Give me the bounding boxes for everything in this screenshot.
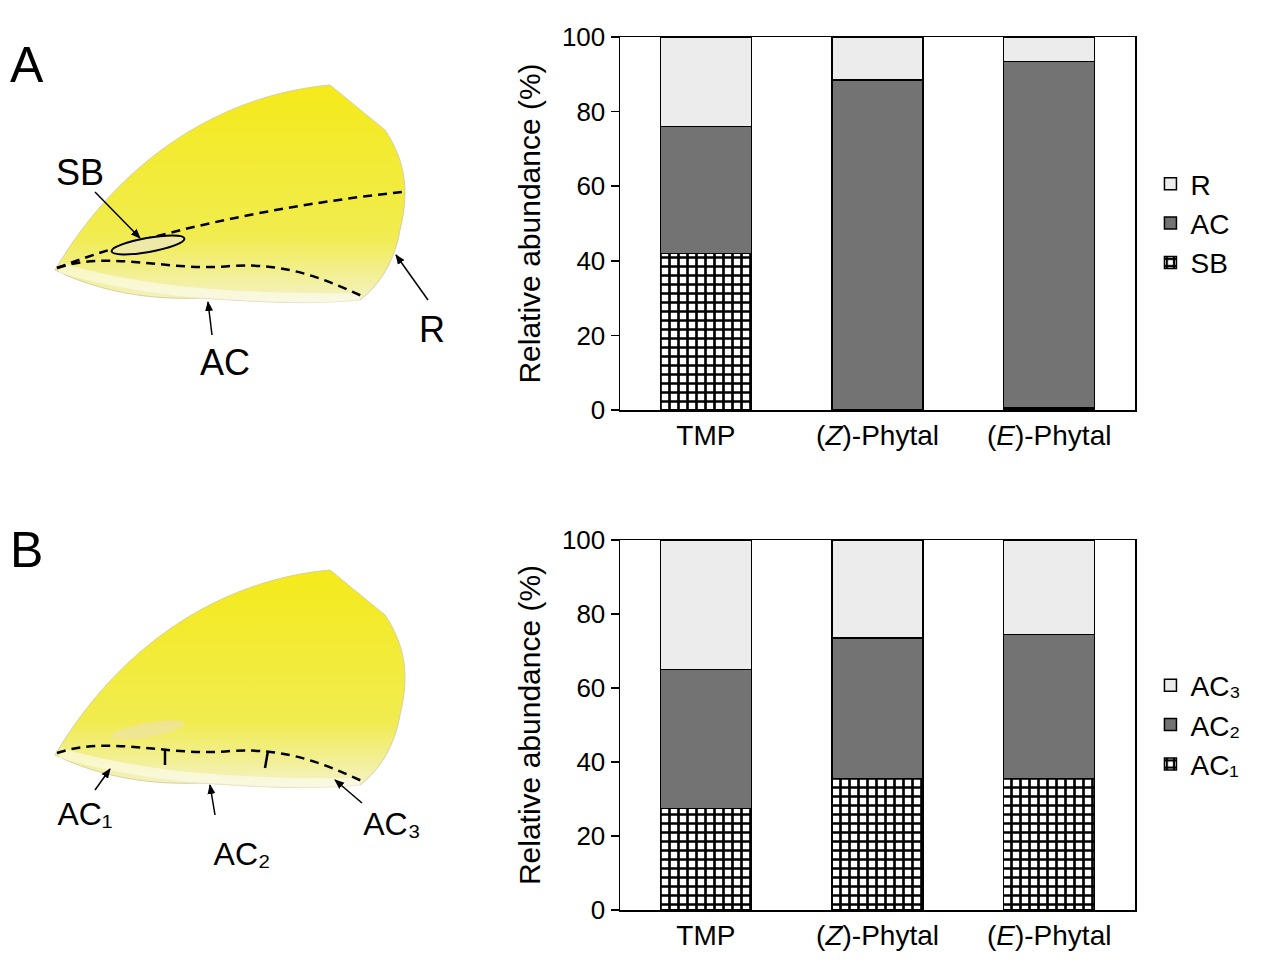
svg-text:80: 80 xyxy=(576,599,605,629)
svg-text:AC₁: AC₁ xyxy=(1190,750,1238,781)
svg-text:Relative abundance (%): Relative abundance (%) xyxy=(513,63,546,383)
svg-text:(Z)-Phytal: (Z)-Phytal xyxy=(816,920,939,951)
svg-text:AC₃: AC₃ xyxy=(363,806,420,842)
svg-text:100: 100 xyxy=(562,525,605,555)
svg-text:AC₂: AC₂ xyxy=(1190,711,1240,742)
svg-text:60: 60 xyxy=(576,171,605,201)
svg-text:20: 20 xyxy=(576,821,605,851)
svg-text:0: 0 xyxy=(591,395,605,425)
svg-text:60: 60 xyxy=(576,673,605,703)
svg-text:B: B xyxy=(10,522,43,578)
svg-text:R: R xyxy=(419,309,445,350)
svg-text:(E)-Phytal: (E)-Phytal xyxy=(987,920,1111,951)
svg-text:AC₃: AC₃ xyxy=(1190,671,1240,702)
svg-text:AC₁: AC₁ xyxy=(57,796,112,832)
svg-text:40: 40 xyxy=(576,246,605,276)
svg-text:AC: AC xyxy=(200,342,250,383)
svg-text:20: 20 xyxy=(576,321,605,351)
svg-text:AC₂: AC₂ xyxy=(214,836,271,872)
svg-text:80: 80 xyxy=(576,97,605,127)
svg-text:A: A xyxy=(10,37,44,93)
svg-text:0: 0 xyxy=(591,895,605,925)
svg-text:(E)-Phytal: (E)-Phytal xyxy=(987,420,1111,451)
svg-text:SB: SB xyxy=(56,152,104,193)
svg-text:R: R xyxy=(1190,170,1210,201)
svg-text:(Z)-Phytal: (Z)-Phytal xyxy=(816,420,939,451)
svg-text:40: 40 xyxy=(576,747,605,777)
svg-text:TMP: TMP xyxy=(676,920,735,951)
svg-text:AC: AC xyxy=(1190,209,1229,240)
svg-text:Relative abundance (%): Relative abundance (%) xyxy=(513,565,546,885)
svg-text:100: 100 xyxy=(562,22,605,52)
svg-text:SB: SB xyxy=(1190,248,1227,279)
svg-text:TMP: TMP xyxy=(676,420,735,451)
